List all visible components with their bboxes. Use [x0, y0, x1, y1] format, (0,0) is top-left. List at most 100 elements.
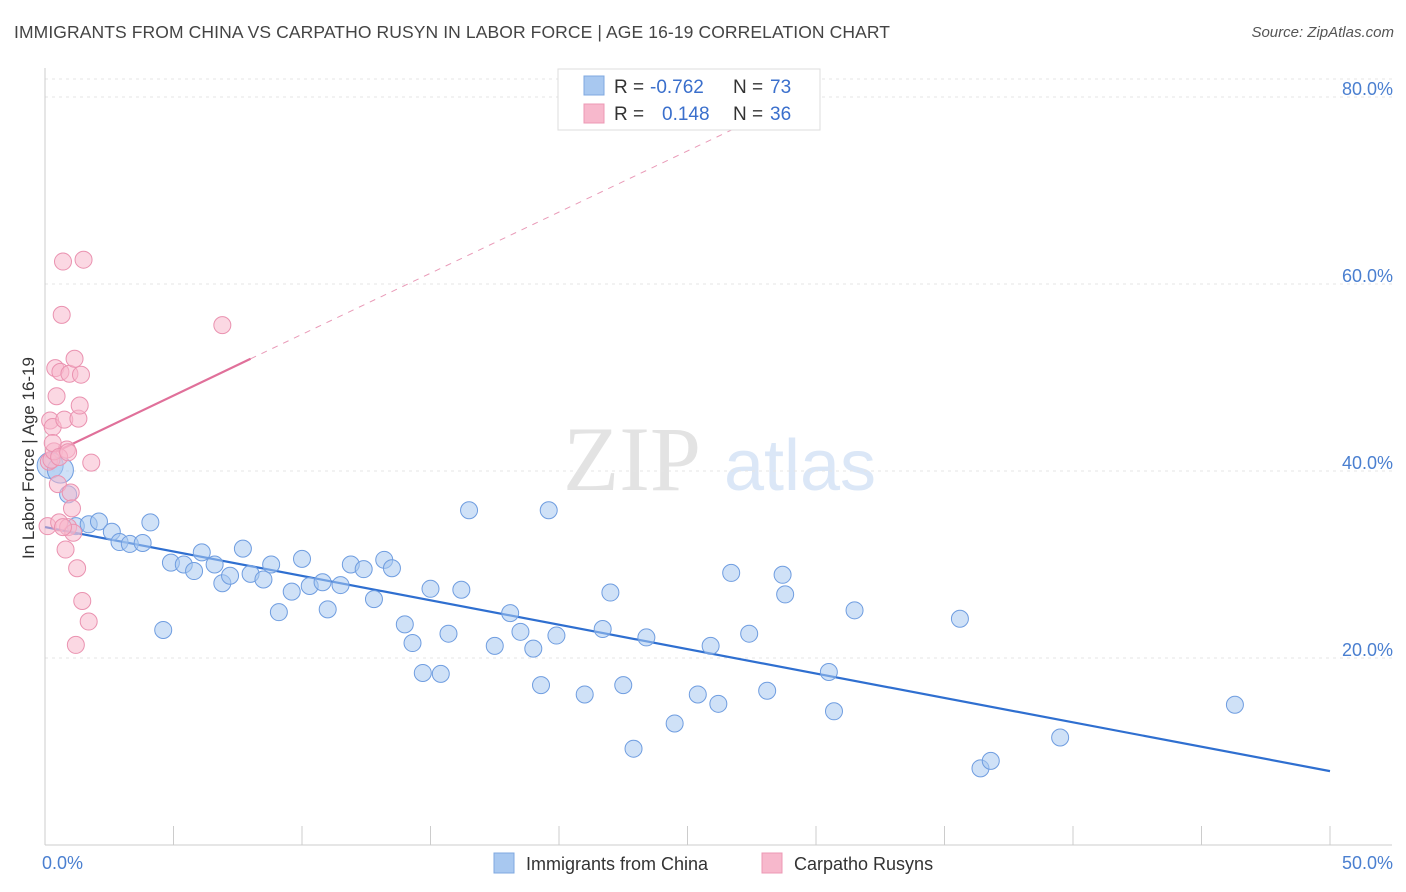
data-point — [318, 600, 337, 619]
trend-lines — [44, 119, 1331, 773]
data-point — [221, 566, 240, 585]
stats-legend: R = -0.762 N = 73 R = 0.148 N = 36 — [557, 68, 821, 131]
data-point — [688, 685, 707, 704]
data-points — [36, 250, 1244, 778]
data-point — [701, 636, 720, 655]
data-point — [532, 676, 551, 695]
data-point — [71, 365, 90, 384]
watermark: ZIP atlas — [563, 408, 876, 510]
data-point — [637, 628, 656, 647]
data-point — [52, 305, 71, 324]
data-point — [421, 579, 440, 598]
data-point — [331, 576, 350, 595]
data-point — [575, 685, 594, 704]
data-point — [68, 559, 87, 578]
legend-r-value: -0.762 — [650, 77, 704, 98]
watermark-zip: ZIP — [563, 408, 701, 510]
legend-n-value: 36 — [770, 104, 791, 125]
legend-r-label: R = — [614, 104, 644, 125]
data-point — [776, 585, 795, 604]
data-point — [1225, 695, 1244, 714]
legend-swatch-rusyn — [761, 852, 783, 874]
data-point — [614, 676, 633, 695]
chart-title: IMMIGRANTS FROM CHINA VS CARPATHO RUSYN … — [14, 22, 891, 42]
legend-r-value: 0.148 — [662, 104, 710, 125]
y-tick-label: 20.0% — [1342, 640, 1393, 660]
data-point — [61, 483, 80, 502]
data-point — [70, 396, 89, 415]
data-point — [254, 570, 273, 589]
data-point — [293, 549, 311, 568]
data-point — [48, 475, 67, 494]
y-tick-label: 40.0% — [1342, 453, 1393, 473]
data-point — [395, 615, 414, 634]
trend-line-0 — [44, 526, 1331, 773]
legend-n-label: N = — [733, 104, 763, 125]
data-point — [62, 499, 81, 518]
data-point — [547, 626, 566, 645]
data-point — [439, 624, 458, 643]
axes — [44, 68, 1392, 846]
data-point — [431, 664, 450, 683]
data-point — [485, 636, 504, 655]
data-point — [53, 252, 72, 271]
data-point — [665, 714, 684, 733]
data-point — [56, 540, 75, 559]
data-point — [74, 250, 93, 269]
y-axis-label: In Labor Force | Age 16-19 — [19, 357, 38, 559]
y-tick-label: 60.0% — [1342, 266, 1393, 286]
data-point — [511, 622, 530, 641]
data-point — [824, 702, 843, 721]
data-point — [66, 635, 85, 654]
data-point — [403, 634, 422, 653]
source-credit: Source: ZipAtlas.com — [1251, 24, 1394, 41]
data-point — [213, 316, 232, 335]
data-point — [59, 443, 78, 462]
data-point — [1051, 728, 1070, 747]
data-point — [141, 513, 160, 532]
data-point — [539, 501, 558, 520]
series-legend: Immigrants from China Carpatho Rusyns — [493, 852, 933, 874]
data-point — [205, 555, 224, 574]
data-point — [154, 620, 173, 639]
watermark-atlas: atlas — [724, 426, 876, 506]
legend-label-rusyn: Carpatho Rusyns — [794, 854, 933, 874]
data-point — [709, 694, 728, 713]
data-point — [79, 612, 98, 631]
legend-label-china: Immigrants from China — [526, 854, 709, 874]
y-tick-label: 80.0% — [1342, 79, 1393, 99]
data-point — [819, 663, 838, 682]
data-point — [950, 609, 969, 628]
data-point — [624, 739, 643, 758]
legend-swatch-rusyn — [583, 103, 605, 124]
data-point — [47, 387, 66, 406]
data-point — [313, 573, 332, 592]
data-point — [282, 582, 301, 601]
data-point — [364, 590, 383, 609]
x-tick-label: 0.0% — [42, 853, 83, 873]
data-point — [82, 453, 101, 472]
data-point — [133, 533, 152, 552]
data-point — [89, 512, 108, 531]
data-point — [501, 604, 520, 623]
data-point — [758, 681, 777, 700]
x-tick-label: 50.0% — [1342, 853, 1393, 873]
legend-n-label: N = — [733, 77, 763, 98]
data-point — [185, 562, 204, 581]
data-point — [524, 639, 543, 658]
data-point — [740, 624, 759, 643]
data-point — [460, 501, 479, 520]
data-point — [233, 539, 252, 558]
data-point — [192, 543, 211, 562]
data-point — [65, 349, 84, 368]
trend-extension-1 — [250, 119, 752, 360]
data-point — [601, 583, 620, 602]
data-point — [981, 751, 1000, 770]
legend-n-value: 73 — [770, 77, 791, 98]
data-point — [269, 603, 288, 622]
data-point — [452, 580, 471, 599]
data-point — [382, 559, 401, 578]
data-point — [773, 565, 792, 584]
data-point — [413, 663, 432, 682]
